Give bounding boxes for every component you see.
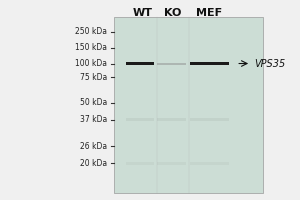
Bar bbox=[190, 162, 229, 165]
Bar bbox=[114, 17, 263, 193]
Text: 26 kDa: 26 kDa bbox=[80, 142, 107, 151]
Text: 20 kDa: 20 kDa bbox=[80, 159, 107, 168]
Text: 75 kDa: 75 kDa bbox=[80, 73, 107, 82]
Text: 150 kDa: 150 kDa bbox=[75, 43, 107, 52]
Text: KO: KO bbox=[164, 8, 181, 18]
Bar bbox=[126, 118, 154, 121]
Bar bbox=[158, 118, 186, 121]
Bar bbox=[126, 62, 154, 65]
Text: 100 kDa: 100 kDa bbox=[75, 59, 107, 68]
Text: VPS35: VPS35 bbox=[254, 59, 285, 69]
Text: 50 kDa: 50 kDa bbox=[80, 98, 107, 107]
Text: MEF: MEF bbox=[196, 8, 223, 18]
Text: 250 kDa: 250 kDa bbox=[75, 27, 107, 36]
Bar bbox=[190, 118, 229, 121]
Bar bbox=[158, 162, 186, 165]
Bar bbox=[158, 63, 186, 64]
Bar bbox=[190, 62, 229, 65]
Text: WT: WT bbox=[133, 8, 153, 18]
Text: 37 kDa: 37 kDa bbox=[80, 115, 107, 124]
Bar bbox=[126, 162, 154, 165]
